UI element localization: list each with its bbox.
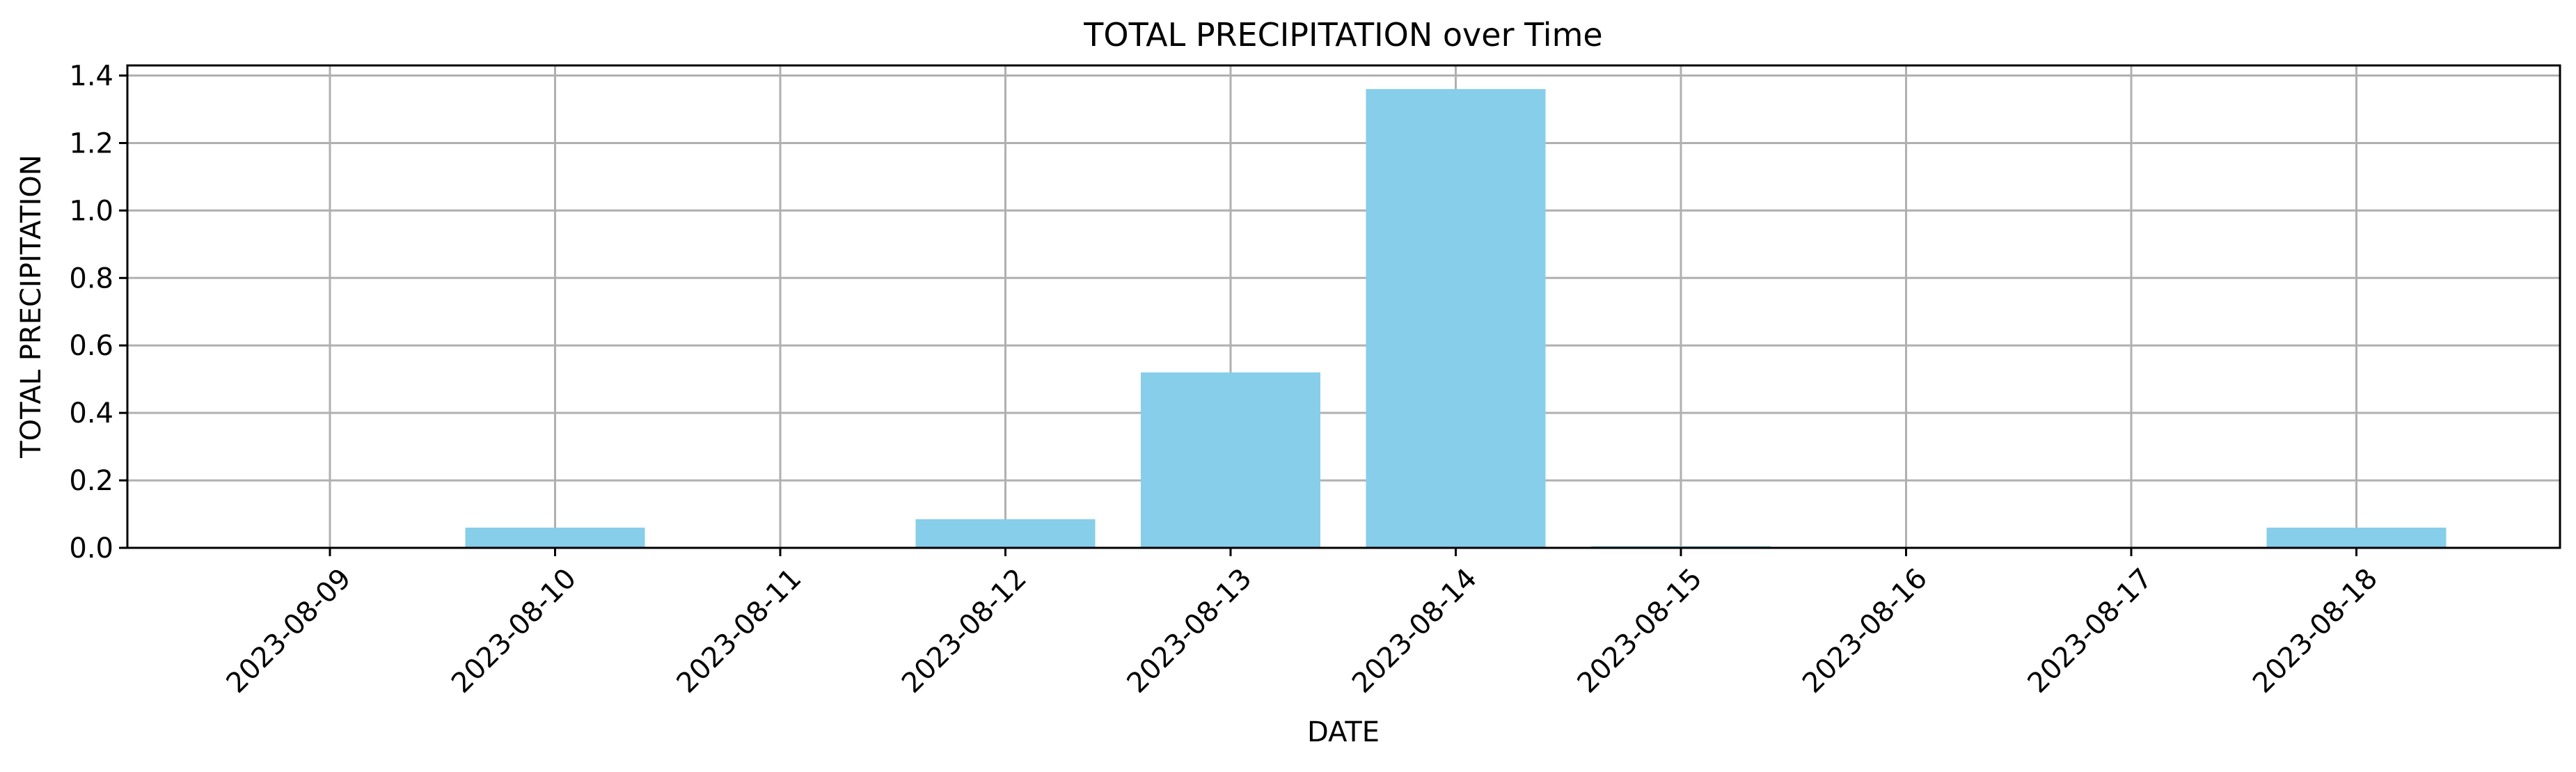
y-tick-label: 1.0 bbox=[69, 195, 113, 227]
grid-layer bbox=[127, 65, 2560, 549]
x-axis-label: DATE bbox=[1307, 716, 1380, 748]
x-tick-label: 2023-08-15 bbox=[1572, 562, 1709, 700]
y-tick-label: 1.2 bbox=[69, 127, 113, 159]
x-tick-label: 2023-08-16 bbox=[1796, 562, 1934, 700]
x-tick-label: 2023-08-10 bbox=[445, 562, 583, 700]
y-tick-label: 0.6 bbox=[69, 330, 113, 362]
y-tick-label: 0.2 bbox=[69, 465, 113, 497]
y-tick-label: 1.4 bbox=[69, 61, 113, 93]
y-axis-label: TOTAL PRECIPITATION bbox=[15, 155, 47, 459]
bar-layer bbox=[465, 88, 2447, 548]
x-tick-label: 2023-08-17 bbox=[2022, 562, 2159, 700]
bar bbox=[1366, 88, 1546, 548]
x-tick-label: 2023-08-13 bbox=[1121, 562, 1258, 700]
bar bbox=[465, 527, 645, 548]
bar bbox=[2266, 527, 2447, 548]
bar bbox=[915, 519, 1096, 548]
y-tick-label: 0.4 bbox=[69, 397, 113, 430]
y-tick-label: 0.8 bbox=[69, 262, 113, 294]
x-tick-label: 2023-08-11 bbox=[671, 562, 808, 700]
x-tick-label: 2023-08-18 bbox=[2247, 562, 2384, 700]
x-tick-label: 2023-08-14 bbox=[1346, 562, 1483, 700]
y-tick-label: 0.0 bbox=[69, 533, 113, 565]
plot-area-frame bbox=[126, 64, 2561, 549]
chart-title: TOTAL PRECIPITATION over Time bbox=[1083, 16, 1602, 54]
bar bbox=[1141, 372, 1320, 548]
x-tick-label: 2023-08-09 bbox=[221, 562, 358, 700]
x-tick-label: 2023-08-12 bbox=[896, 562, 1033, 700]
